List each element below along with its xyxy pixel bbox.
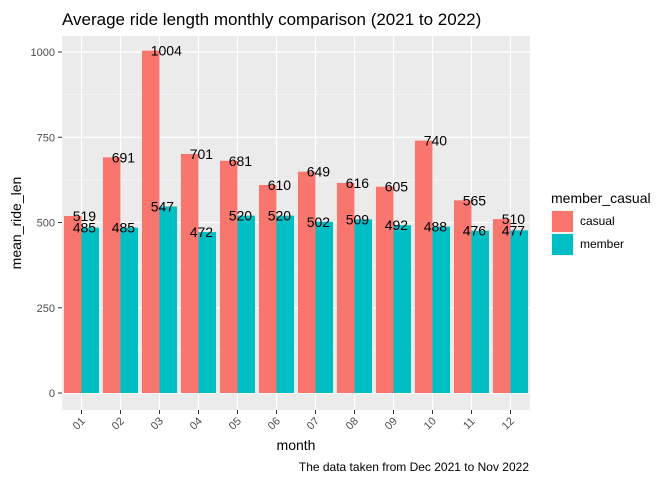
- x-axis-title: month: [277, 437, 316, 453]
- data-label-casual: 691: [112, 149, 136, 165]
- legend-label-member: member: [580, 237, 624, 251]
- y-tick-label: 1000: [31, 47, 55, 59]
- bar-member: [471, 230, 490, 393]
- bar-member: [510, 230, 529, 393]
- data-label-member: 547: [151, 198, 175, 214]
- bar-casual: [180, 153, 199, 393]
- legend-label-casual: casual: [580, 214, 615, 228]
- data-label-casual: 616: [346, 175, 370, 191]
- data-label-member: 476: [463, 223, 487, 239]
- data-label-casual: 701: [190, 146, 214, 162]
- bar-casual: [102, 157, 121, 393]
- bar-member: [237, 215, 256, 393]
- bar-casual: [492, 219, 511, 393]
- bar-member: [159, 206, 178, 393]
- data-label-casual: 510: [502, 211, 526, 227]
- x-tick-label: 03: [149, 415, 166, 432]
- bar-casual: [63, 216, 82, 393]
- data-label-casual: 740: [424, 133, 448, 149]
- data-label-member: 492: [385, 217, 409, 233]
- x-tick-label: 06: [266, 415, 283, 432]
- y-tick-label: 0: [49, 388, 55, 400]
- data-labels: 519 691 1004 701 681 610 649 616 605 740 565 510 485…: [73, 43, 526, 240]
- data-label-casual: 1004: [151, 43, 182, 59]
- data-label-casual: 519: [73, 208, 97, 224]
- data-label-casual: 605: [385, 179, 409, 195]
- bar-member: [315, 221, 334, 393]
- bar-member: [393, 225, 412, 393]
- x-tick-label: 10: [422, 415, 439, 432]
- data-label-member: 509: [346, 211, 370, 227]
- data-label-casual: 681: [229, 153, 253, 169]
- x-tick-label: 12: [500, 415, 517, 432]
- chart-title: Average ride length monthly comparison (…: [62, 10, 481, 29]
- x-tick-label: 01: [71, 415, 88, 432]
- x-axis: 01 02 03 04 05 06 07 08 09 10 11 12: [71, 410, 517, 432]
- data-label-member: 477: [502, 222, 526, 238]
- bars: [63, 50, 529, 394]
- data-label-member: 520: [268, 208, 292, 224]
- x-tick-label: 08: [344, 415, 361, 432]
- bar-member: [198, 232, 217, 393]
- x-tick-label: 09: [383, 415, 400, 432]
- legend-swatch-casual: [552, 211, 573, 232]
- y-tick-label: 500: [37, 218, 55, 230]
- bar-casual: [414, 140, 433, 393]
- bar-casual: [453, 200, 472, 393]
- legend-title: member_casual: [551, 190, 651, 206]
- data-label-member: 520: [229, 208, 253, 224]
- data-label-casual: 610: [268, 177, 292, 193]
- x-tick-label: 02: [110, 415, 127, 432]
- x-tick-label: 11: [461, 416, 478, 433]
- bar-member: [81, 227, 100, 393]
- data-label-member: 485: [112, 220, 136, 236]
- data-label-member: 502: [307, 214, 331, 230]
- bar-member: [120, 227, 139, 393]
- bar-casual: [219, 160, 238, 393]
- data-label-casual: 565: [463, 192, 487, 208]
- x-tick-label: 05: [227, 415, 244, 432]
- data-label-member: 472: [190, 224, 214, 240]
- bar-member: [276, 215, 295, 393]
- y-axis: 0 250 500 750 1000: [31, 47, 62, 400]
- legend-swatch-member: [552, 234, 573, 255]
- x-tick-label: 04: [188, 415, 205, 432]
- y-tick-label: 750: [37, 132, 55, 144]
- chart-caption: The data taken from Dec 2021 to Nov 2022: [299, 460, 529, 474]
- x-tick-label: 07: [305, 415, 322, 432]
- bar-casual: [297, 171, 316, 393]
- bar-member: [354, 219, 373, 393]
- y-tick-label: 250: [37, 303, 55, 315]
- bar-casual: [336, 182, 355, 393]
- bar-casual: [375, 186, 394, 393]
- y-axis-title: mean_ride_len: [8, 177, 24, 270]
- data-label-member: 485: [73, 220, 97, 236]
- bar-member: [432, 226, 451, 393]
- bar-casual: [258, 184, 277, 393]
- bar-casual: [141, 50, 160, 394]
- data-label-casual: 649: [307, 164, 331, 180]
- data-label-member: 488: [424, 219, 448, 235]
